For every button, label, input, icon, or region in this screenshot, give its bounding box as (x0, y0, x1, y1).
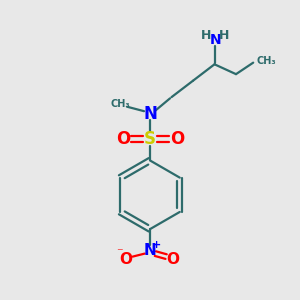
Text: H: H (201, 29, 211, 42)
Text: +: + (152, 240, 161, 250)
Text: N: N (143, 105, 157, 123)
Text: CH₃: CH₃ (256, 56, 276, 66)
Text: O: O (170, 130, 184, 148)
Text: H: H (219, 29, 229, 42)
Text: CH₃: CH₃ (110, 99, 130, 109)
Text: S: S (144, 130, 156, 148)
Text: O: O (116, 130, 130, 148)
Text: ⁻: ⁻ (116, 247, 123, 260)
Text: N: N (144, 243, 156, 258)
Text: O: O (120, 252, 133, 267)
Text: O: O (167, 252, 179, 267)
Text: N: N (209, 33, 221, 47)
